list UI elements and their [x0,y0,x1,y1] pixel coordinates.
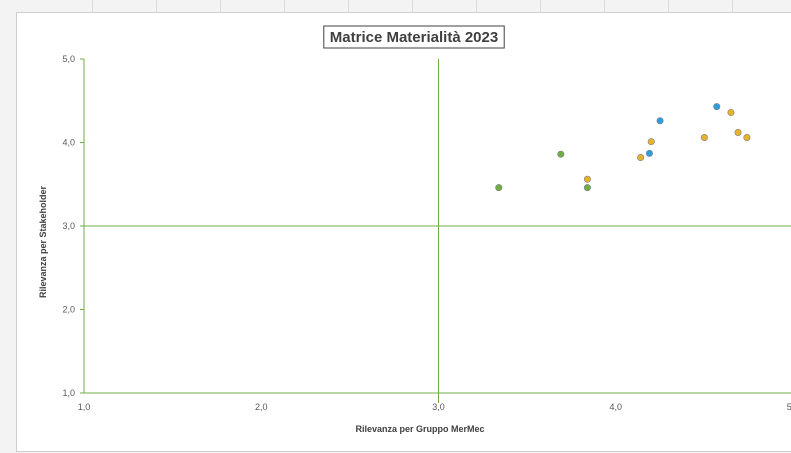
data-point [727,108,735,116]
axes [80,58,791,403]
chart-title-box: Matrice Materialità 2023 [323,25,505,49]
data-point [713,103,721,111]
data-point [647,138,655,146]
y-tick-label: 4,0 [62,138,75,148]
data-point [656,117,664,125]
x-tick-label: 4,0 [609,402,622,412]
data-point [583,184,591,192]
tick-labels: 1,0 2,0 3,0 4,0 5,0 1,0 2,0 3,0 4,0 5,0 [62,54,791,412]
y-tick-label: 2,0 [62,305,75,315]
x-axis-label: Rilevanza per Gruppo MerMec [355,424,484,434]
data-points [495,103,751,192]
data-point [700,133,708,141]
x-tick-label: 1,0 [78,402,91,412]
x-tick-label: 5,0 [787,402,791,412]
chart-title: Matrice Materialità 2023 [330,29,498,46]
x-tick-label: 2,0 [255,402,268,412]
y-tick-label: 5,0 [62,54,75,64]
scatter-chart: Matrice Materialità 2023 1,0 2,0 3,0 4,0 5,0… [38,25,791,434]
data-point [495,184,503,192]
data-point [645,149,653,157]
y-tick-label: 1,0 [62,388,75,398]
x-tick-label: 3,0 [432,402,445,412]
data-point [734,128,742,136]
data-point [637,154,645,162]
data-point [583,175,591,183]
sheet-gridlines [0,0,791,12]
y-axis-label: Rilevanza per Stakeholder [38,185,48,298]
chart-area[interactable]: Matrice Materialità 2023 1,0 2,0 3,0 4,0 5,0… [16,12,791,452]
data-point [557,150,565,158]
data-point [743,133,751,141]
y-tick-label: 3,0 [62,221,75,231]
